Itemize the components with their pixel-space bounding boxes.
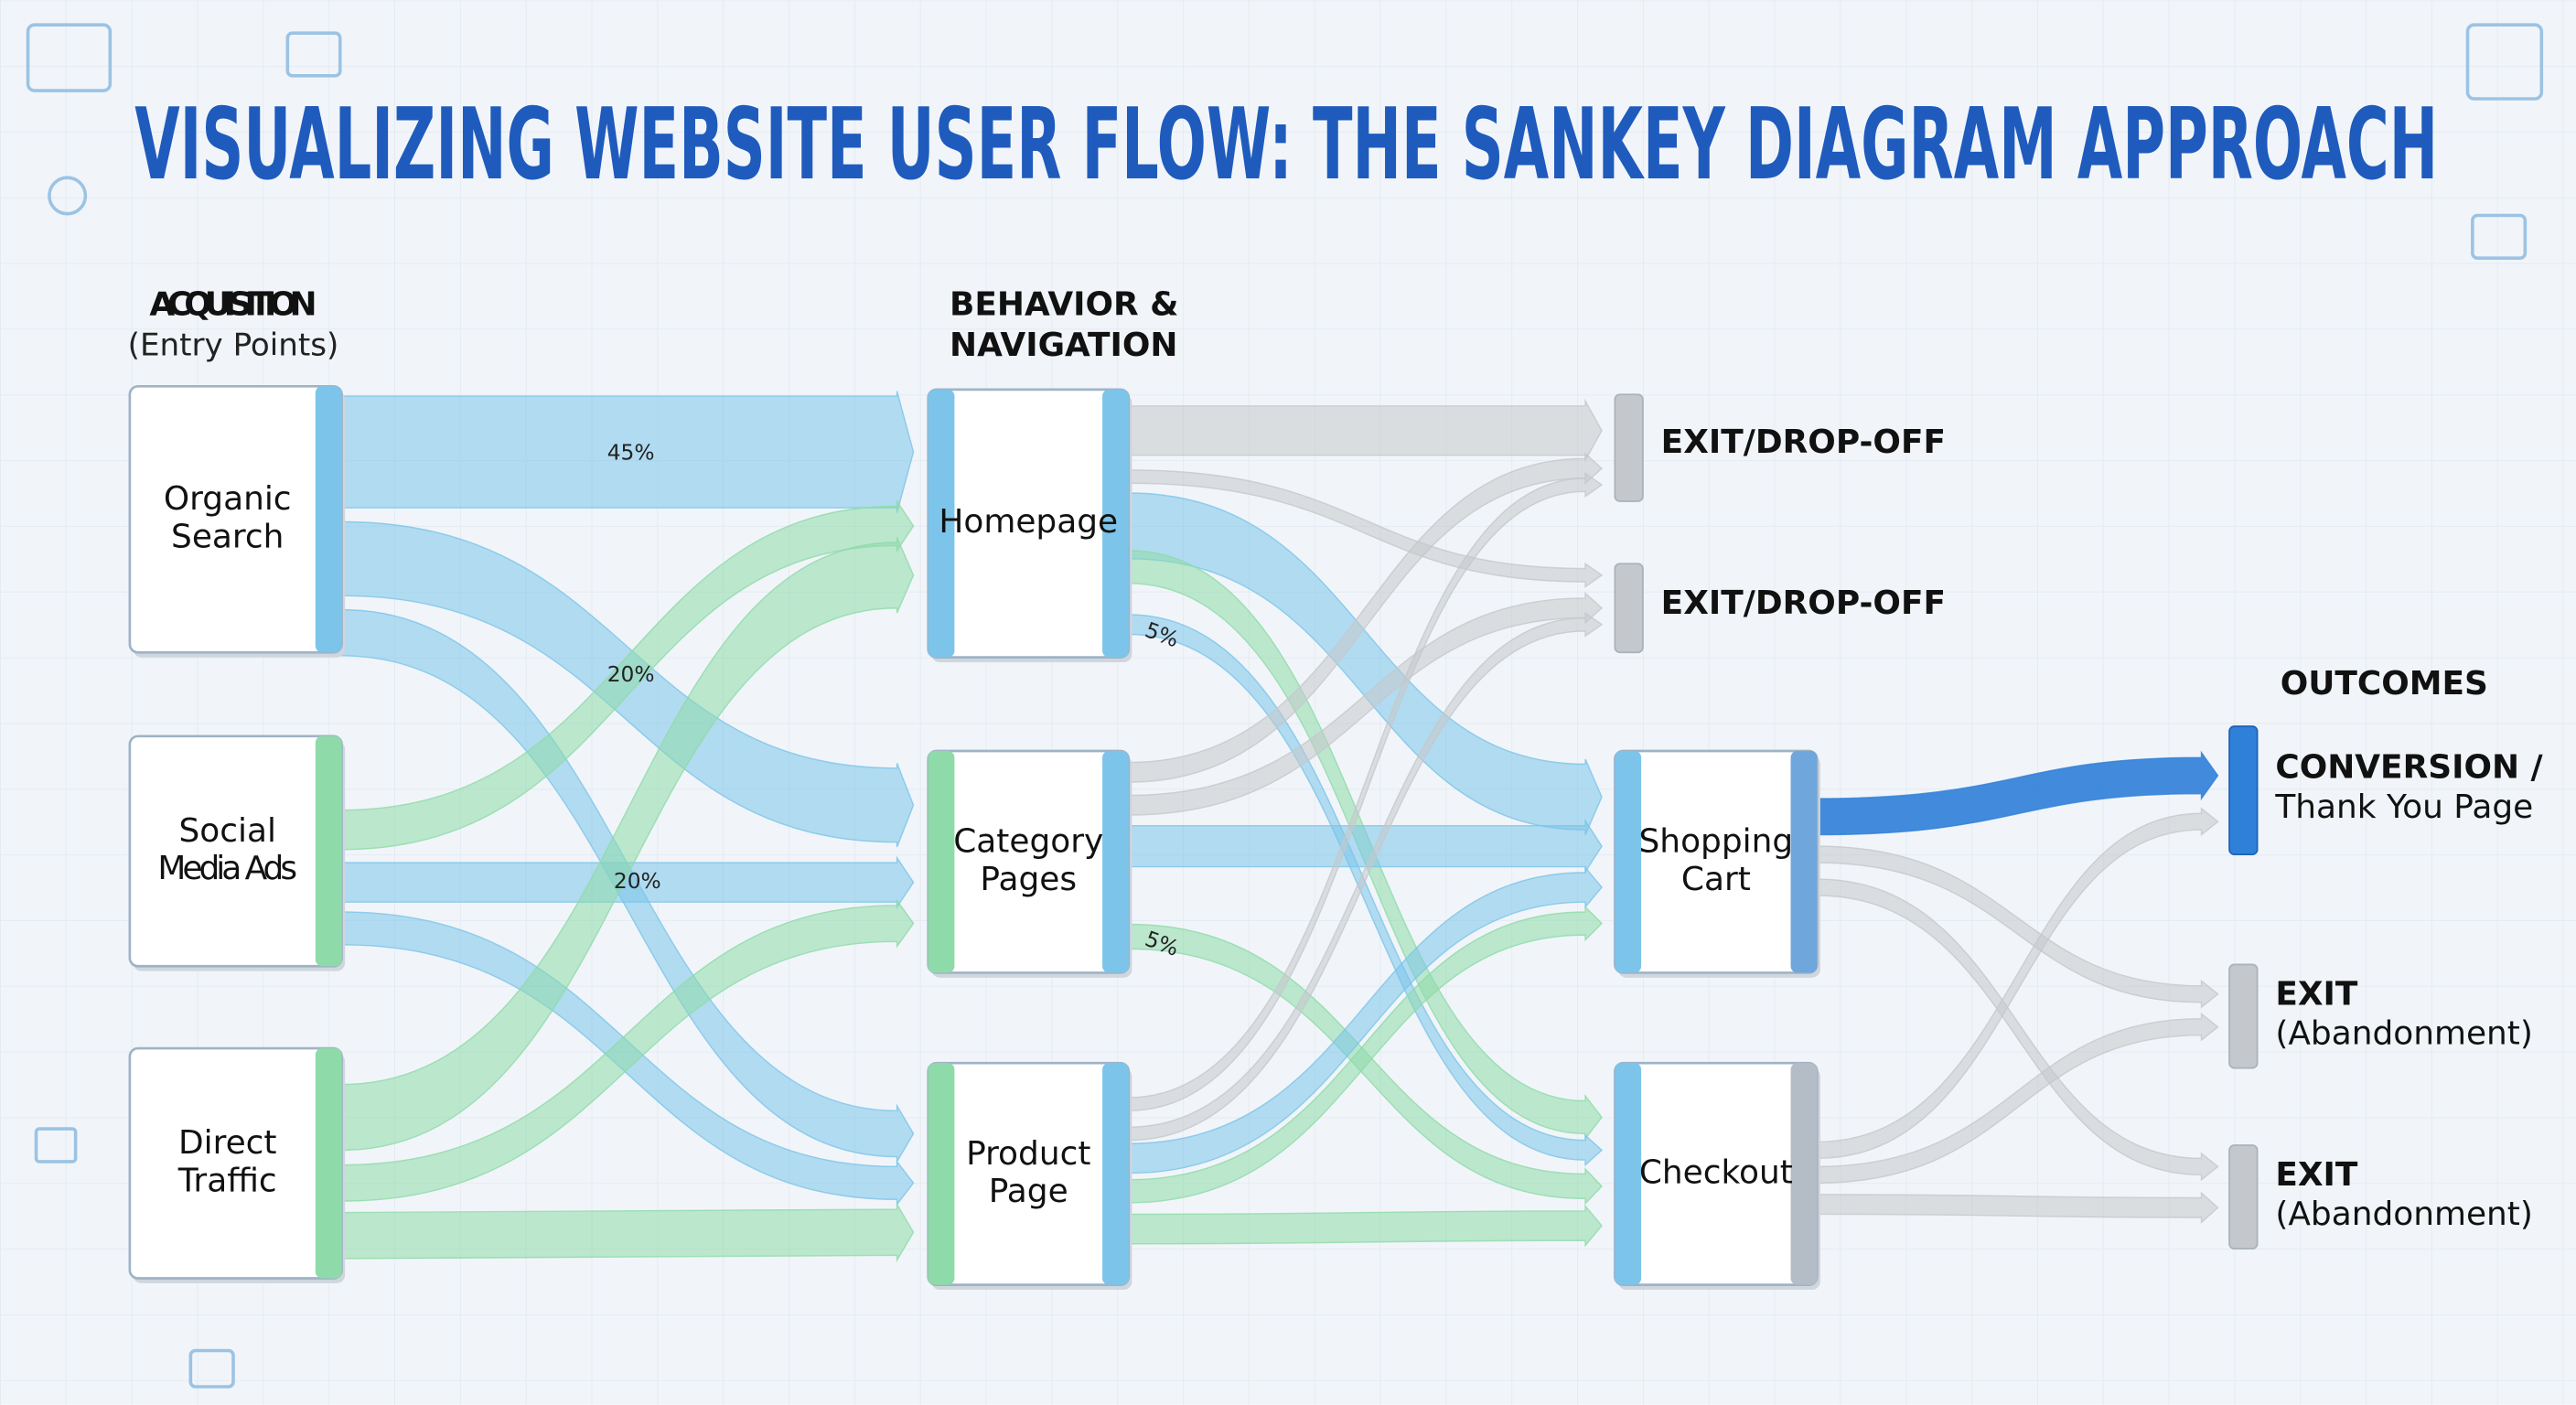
node-label: Organic [164,480,292,518]
flow-band [1128,492,1603,835]
flow-label: 20% [607,661,655,687]
node-bar-right [1790,750,1818,973]
outcome-bar [1614,393,1644,502]
flow-band [1128,611,1604,1142]
flow-band [1816,845,2219,1009]
flow-band [340,537,915,1152]
node-bar-left [1615,1063,1642,1285]
node-label: Category [953,823,1103,861]
node-bar-right [1790,1063,1818,1285]
node-label: Cart [1681,861,1751,898]
flow-band [1128,398,1603,463]
column-title: NAVIGATION [950,327,1177,364]
node-label: Page [989,1173,1068,1210]
flow-band [1128,469,1604,588]
flow-band [1816,1012,2219,1185]
node-bar-right [315,386,342,653]
column-title: ACQUISITION [149,285,317,323]
node-label: Search [171,518,284,555]
column-subtitle: (Entry Points) [128,327,339,364]
flow-band [1128,865,1603,1174]
outcome-label: EXIT/DROP-OFF [1661,424,1946,461]
outcome-bar [1614,563,1644,654]
column-title: OUTCOMES [2281,665,2488,702]
node-label: Direct [178,1124,277,1162]
node-bar-right [1102,1063,1129,1285]
flow-band [1128,452,1604,783]
flow-band [1816,878,2219,1182]
node-label: Media Ads [157,850,297,887]
node-bar-right [1102,389,1129,658]
flow-band [340,855,915,909]
flow-band [1816,807,2219,1160]
outcome-bar [2228,1144,2259,1250]
node-bar-left [928,750,955,973]
outcome-label: CONVERSION / [2275,749,2543,787]
flow-band [340,898,915,1202]
node-label: Shopping [1639,823,1794,861]
node-label: Pages [980,861,1077,898]
outcome-label: EXIT [2275,976,2358,1014]
node-label: Homepage [939,503,1118,541]
flow-band [1816,750,2219,836]
outcome-label: Thank You Page [2274,788,2533,826]
node-label: Checkout [1639,1153,1793,1191]
node-bar-left [928,1063,955,1285]
flow-band [1128,818,1603,874]
node-bar-right [1102,750,1129,973]
flow-band [1128,1204,1603,1248]
column-title: BEHAVIOR & [950,285,1178,323]
node-bar-right [315,735,342,967]
outcome-label: (Abandonment) [2275,1196,2533,1233]
nodes: ACQUISITION (Entry Points) BEHAVIOR & NAVIG… [128,285,2544,1291]
node-label: Product [966,1135,1090,1173]
flows: 45%20%20%5%5% [340,391,2219,1263]
outcome-bar [2228,963,2259,1069]
title: VISUALIZING WEBSITE USER FLOW: THE SANKE… [134,88,2438,202]
flow-label: 20% [614,868,661,894]
node-bar-right [315,1048,342,1279]
flow-band [1128,905,1604,1204]
node-label: Social [179,812,276,850]
decor-icons [26,23,2544,1389]
outcome-label: (Abandonment) [2275,1015,2533,1053]
flow-band [340,1202,915,1263]
node-bar-left [1615,750,1642,973]
flow-band [340,499,915,851]
flow-band [340,391,915,513]
flow-band [1128,472,1604,1112]
flow-band [1128,591,1604,816]
flow-band [1816,1191,2219,1225]
outcome-label: EXIT/DROP-OFF [1661,585,1946,622]
node-label: Traffic [177,1162,277,1199]
node-bar-left [928,389,955,658]
outcome-label: EXIT [2275,1156,2358,1194]
outcome-bar [2228,725,2259,856]
flow-label: 45% [607,439,655,465]
